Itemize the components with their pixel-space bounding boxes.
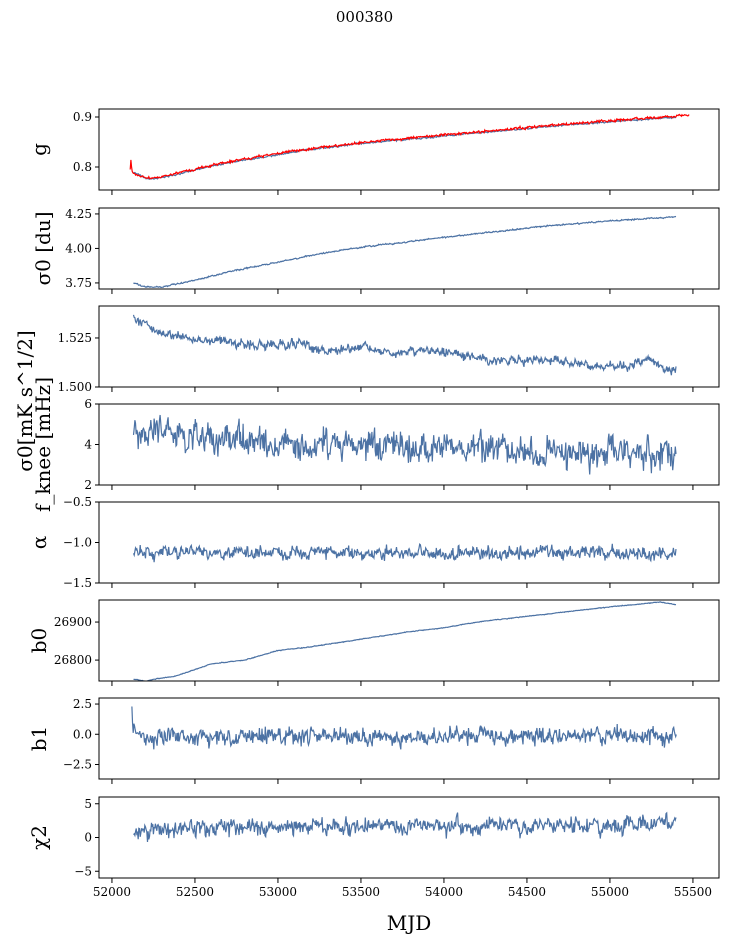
ylabel: σ0 [du] [31,211,55,285]
panel-7: −5 0 5 52000 52500 53000 53500 54000 54500 55000 5… [27,796,720,899]
panel-6: −2.5 0.0 2.5 b1 [27,697,720,784]
ylabel: α [27,536,51,550]
xlabel: MJD [387,911,432,935]
ylabel: b1 [27,726,51,752]
ylabel: σ0[mK s^1/2] [13,330,37,471]
ylabel: b0 [27,628,51,654]
series-b0 [133,601,677,681]
ytick-label: 2.5 [73,697,92,711]
ylabel: χ2 [27,825,51,850]
axes-frame [98,796,720,879]
panel-1: 3.75 4.00 4.25 σ0 [du] [31,207,720,294]
ytick-label: 1.525 [58,331,92,345]
xtick-label: 53500 [342,885,380,899]
ytick-label: 3.75 [65,276,92,290]
ytick-label: 5 [84,797,92,811]
axes-frame [98,501,720,584]
panel-4: −1.5 −1.0 −0.5 α [27,495,720,590]
series-b1 [131,706,677,750]
panel-2: 1.500 1.525 σ0[mK s^1/2] [13,305,720,472]
panel-3: 2 4 6 f_knee [mHz] [31,377,720,512]
figure-title: 000380 [335,8,394,26]
panel-0: 0.8 0.9 g [27,108,720,195]
series-g_ref [129,113,690,180]
xtick-label: 52500 [176,885,214,899]
xtick-label: 52000 [93,885,131,899]
ytick-label: 0 [84,831,92,845]
axes-frame [98,108,720,191]
axes-frame [98,305,720,388]
axes-frame [98,697,720,780]
xtick-label: 55000 [591,885,629,899]
xtick-label: 53000 [259,885,297,899]
ytick-label: 26800 [54,653,92,667]
ytick-label: −1.5 [63,576,92,590]
series-sigma0_mK [132,314,677,376]
ytick-label: 1.500 [58,380,92,394]
series-fknee [132,414,677,475]
ytick-label: −1.0 [63,536,92,550]
xtick-label: 54500 [508,885,546,899]
ytick-label: −0.5 [63,495,92,509]
ytick-label: 26900 [54,615,92,629]
ytick-label: 6 [84,397,92,411]
ytick-label: 4 [84,438,92,452]
series-alpha [132,543,677,563]
ytick-label: 0.8 [73,160,92,174]
ytick-label: 2 [84,478,92,492]
series-chi2 [133,811,677,843]
axes-frame [98,599,720,682]
series-g [133,116,677,180]
xtick-label: 54000 [425,885,463,899]
ytick-label: −5 [74,864,92,878]
ytick-label: 4.25 [65,207,92,221]
ylabel: f_knee [mHz] [31,377,55,512]
ytick-label: 0.9 [73,110,92,124]
ytick-label: 0.0 [73,727,92,741]
series-sigma0_du [133,215,677,289]
xtick-label: 55500 [674,885,712,899]
ytick-label: 4.00 [65,241,92,255]
ylabel: g [27,143,51,156]
ytick-label: −2.5 [63,757,92,771]
